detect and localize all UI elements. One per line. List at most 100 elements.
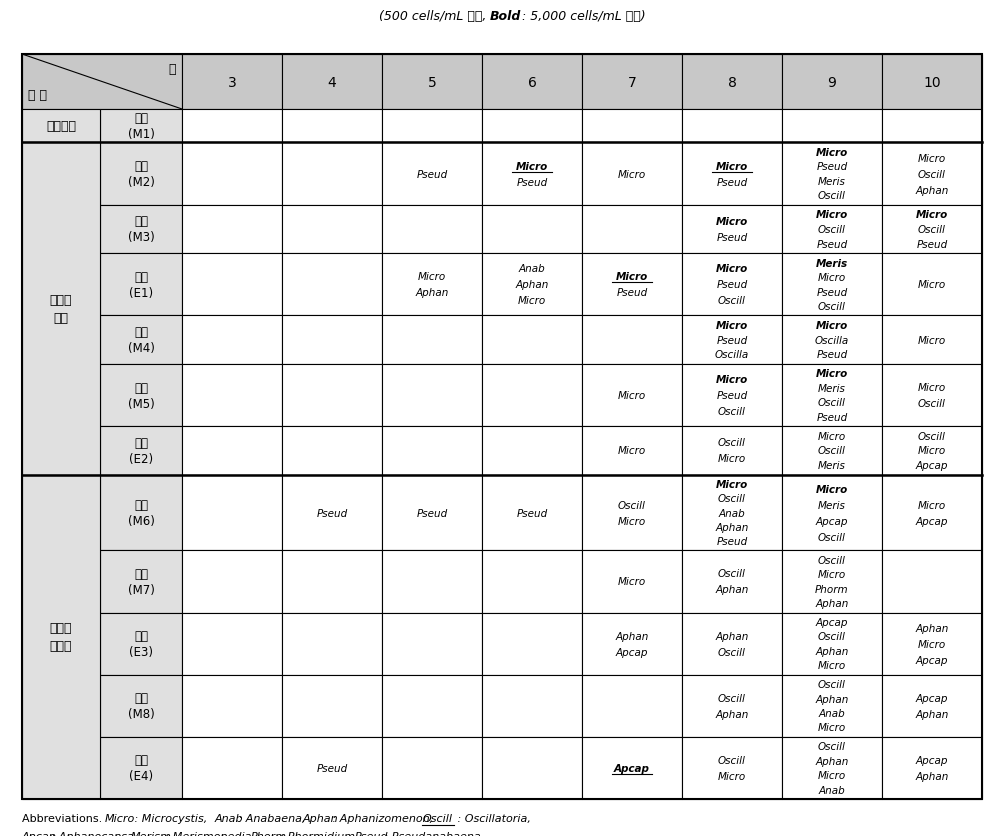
Text: Micro: Micro <box>917 153 946 163</box>
Text: 9: 9 <box>826 75 835 89</box>
Text: Pseud: Pseud <box>815 239 847 249</box>
Bar <box>681 316 781 364</box>
Bar <box>481 475 582 551</box>
Text: 법수
(M7): 법수 (M7) <box>127 568 154 596</box>
Bar <box>582 551 681 613</box>
Bar <box>100 316 181 364</box>
Text: 월: 월 <box>169 63 176 76</box>
Text: Micro: Micro <box>915 210 948 220</box>
Bar <box>781 364 881 426</box>
Bar <box>481 675 582 737</box>
Bar <box>282 316 382 364</box>
Text: Oscill: Oscill <box>917 399 945 409</box>
Text: Oscill: Oscill <box>917 431 945 441</box>
Text: Pseud: Pseud <box>416 170 448 180</box>
Bar <box>681 675 781 737</box>
Text: Micro: Micro <box>615 272 648 282</box>
Text: Aphan: Aphan <box>814 694 848 704</box>
Text: Apcap: Apcap <box>615 647 648 657</box>
Text: Micro: Micro <box>715 375 747 385</box>
Bar <box>781 316 881 364</box>
Text: 춰동
(E3): 춰동 (E3) <box>129 630 153 658</box>
Bar <box>481 55 582 110</box>
Bar <box>181 675 282 737</box>
Text: (500 cells/mL 이상,: (500 cells/mL 이상, <box>379 9 489 23</box>
Bar <box>100 110 181 143</box>
Text: 8: 8 <box>727 75 736 89</box>
Text: Apcap: Apcap <box>915 516 948 526</box>
Text: Micro: Micro <box>815 320 847 330</box>
Bar <box>481 110 582 143</box>
Bar <box>582 143 681 206</box>
Bar <box>481 364 582 426</box>
Bar <box>100 613 181 675</box>
Text: Anab: Anab <box>214 813 243 823</box>
Bar <box>481 206 582 254</box>
Text: Pseud: Pseud <box>815 350 847 360</box>
Bar <box>582 316 681 364</box>
Text: 금강상류: 금강상류 <box>46 120 76 133</box>
Text: Apcap: Apcap <box>915 461 948 471</box>
Text: Aphan: Aphan <box>715 585 748 594</box>
Text: Aphan: Aphan <box>814 756 848 766</box>
Text: Oscill: Oscill <box>817 632 845 642</box>
Text: Micro: Micro <box>917 280 946 290</box>
Text: Aphan: Aphan <box>914 186 948 196</box>
Bar <box>382 55 481 110</box>
Text: 문의
(E4): 문의 (E4) <box>129 753 153 782</box>
Text: Pseud: Pseud <box>354 831 387 836</box>
Text: Micro: Micro <box>815 369 847 379</box>
Bar <box>582 206 681 254</box>
Bar <box>881 254 981 316</box>
Bar <box>582 613 681 675</box>
Text: 신공
(E2): 신공 (E2) <box>129 436 153 466</box>
Text: Micro: Micro <box>817 770 845 780</box>
Text: Pseud: Pseud <box>716 537 746 547</box>
Text: Oscill: Oscill <box>718 568 745 579</box>
Text: Oscill: Oscill <box>718 755 745 765</box>
Bar <box>382 143 481 206</box>
Text: Micro: Micro <box>518 296 545 306</box>
Bar <box>382 426 481 475</box>
Bar <box>781 675 881 737</box>
Bar <box>681 613 781 675</box>
Bar <box>781 475 881 551</box>
Text: 대청호
중하류: 대청호 중하류 <box>49 622 72 653</box>
Bar <box>282 737 382 799</box>
Bar <box>181 110 282 143</box>
Bar <box>582 254 681 316</box>
Text: : Pseudanabaena: : Pseudanabaena <box>381 831 480 836</box>
Bar <box>382 551 481 613</box>
Bar <box>282 206 382 254</box>
Bar <box>382 675 481 737</box>
Text: : Merismopedia,: : Merismopedia, <box>163 831 258 836</box>
Bar <box>881 55 981 110</box>
Bar <box>382 206 481 254</box>
Text: Oscill: Oscill <box>718 494 745 503</box>
Bar <box>582 364 681 426</box>
Text: Aphan: Aphan <box>814 646 848 656</box>
Bar <box>781 737 881 799</box>
Text: Oscill: Oscill <box>617 500 645 510</box>
Text: Micro: Micro <box>817 431 845 441</box>
Bar <box>781 254 881 316</box>
Text: Abbreviations.: Abbreviations. <box>22 813 109 823</box>
Bar <box>282 475 382 551</box>
Text: Micro: Micro <box>815 148 847 158</box>
Bar <box>100 551 181 613</box>
Text: 대청호
상류: 대청호 상류 <box>49 293 72 324</box>
Text: Aphan: Aphan <box>715 709 748 719</box>
Text: Aphan: Aphan <box>715 522 748 533</box>
Text: Meris: Meris <box>817 500 845 510</box>
Text: : Anabaena,: : Anabaena, <box>235 813 309 823</box>
Text: Oscill: Oscill <box>917 225 945 235</box>
Text: Oscill: Oscill <box>718 438 745 448</box>
Text: Pseud: Pseud <box>815 412 847 422</box>
Bar <box>181 364 282 426</box>
Text: Micro: Micro <box>917 383 946 393</box>
Text: Micro: Micro <box>817 722 845 732</box>
Bar <box>781 426 881 475</box>
Bar <box>881 143 981 206</box>
Bar <box>781 613 881 675</box>
Bar <box>582 110 681 143</box>
